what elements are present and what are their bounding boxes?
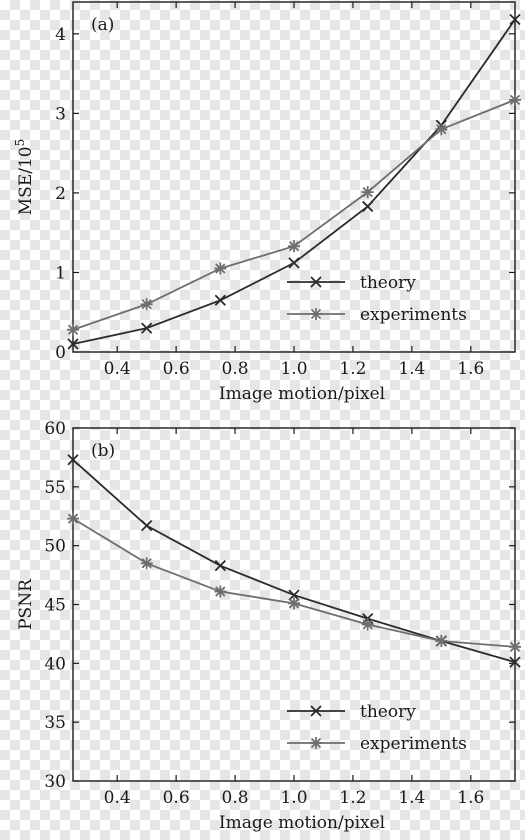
panel-a-point-theory bbox=[67, 338, 79, 350]
panel-b-x-axis-label: Image motion/pixel bbox=[219, 813, 385, 833]
panel-a-ytick-label: 4 bbox=[55, 25, 66, 45]
panel-b-legend-marker-theory bbox=[310, 705, 322, 717]
panel-a-point-experiments bbox=[67, 323, 79, 336]
panel-b-series-line-experiments bbox=[72, 517, 516, 648]
panel-a-y-axis-label-exponent: 5 bbox=[13, 139, 27, 147]
panel-a-mse-chart: 0.4 0.6 0.8 1.0 1.2 1.4 1.6 0 1 2 3 4 (a) Image motio… bbox=[13, 1, 521, 404]
panel-a-xtick-label: 0.4 bbox=[104, 359, 131, 379]
panel-b-xtick-label: 0.8 bbox=[222, 788, 249, 808]
panel-a-point-theory bbox=[141, 322, 153, 334]
panel-a-point-experiments bbox=[361, 186, 374, 199]
panel-a-xtick-label: 0.6 bbox=[163, 359, 190, 379]
panel-b-xtick-label: 1.0 bbox=[280, 788, 307, 808]
panel-a-legend-label-experiments: experiments bbox=[360, 305, 467, 325]
panel-a-point-experiments bbox=[288, 240, 300, 253]
panel-b-xtick-label: 1.6 bbox=[457, 788, 484, 808]
panel-b-point-experiments bbox=[214, 585, 227, 598]
panel-b-ytick-label: 55 bbox=[44, 478, 66, 498]
panel-a-legend-marker-theory bbox=[310, 276, 322, 288]
panel-a-ytick-label: 0 bbox=[55, 343, 66, 363]
panel-b-y-axis-label-text: PSNR bbox=[16, 578, 36, 630]
panel-b-legend-marker-experiments bbox=[310, 737, 322, 749]
panel-a-x-axis-label: Image motion/pixel bbox=[219, 384, 385, 404]
panel-b-y-axis-label: PSNR bbox=[16, 578, 36, 630]
panel-a-xtick-label: 1.2 bbox=[339, 359, 366, 379]
panel-a-point-experiments bbox=[140, 298, 153, 311]
panel-b-ytick-label: 45 bbox=[44, 596, 66, 616]
panel-a-ytick-label: 2 bbox=[55, 184, 66, 204]
panel-a-xtick-label: 1.4 bbox=[398, 359, 425, 379]
panel-a-xtick-label: 1.0 bbox=[280, 359, 307, 379]
panel-b-ytick-label: 40 bbox=[44, 654, 66, 674]
panel-b-point-theory bbox=[214, 560, 226, 572]
panel-b-xtick-label: 0.6 bbox=[163, 788, 190, 808]
panel-a-ytick-label: 1 bbox=[55, 263, 66, 283]
panel-a-y-axis-label-text: MSE/10 bbox=[16, 146, 36, 215]
panel-b-xtick-label: 0.4 bbox=[104, 788, 131, 808]
panel-b-point-experiments bbox=[509, 640, 521, 653]
panel-a-series-line-experiments bbox=[72, 99, 516, 331]
panel-b-series-line-theory bbox=[72, 459, 516, 664]
panel-b-ytick-label: 50 bbox=[44, 537, 66, 557]
panel-a-point-theory bbox=[214, 294, 226, 306]
panel-b-legend-label-theory: theory bbox=[360, 702, 416, 722]
panel-b-point-experiments bbox=[435, 634, 448, 647]
panel-a-legend-marker-experiments bbox=[310, 308, 322, 320]
panel-b-point-theory bbox=[509, 656, 521, 668]
panel-a-plot-frame bbox=[72, 1, 516, 353]
panel-b-psnr-chart: 0.4 0.6 0.8 1.0 1.2 1.4 1.6 30 35 40 45 50 55 60 (b) Im… bbox=[16, 419, 521, 833]
panel-b-point-experiments bbox=[361, 618, 374, 631]
panel-b-ytick-label: 35 bbox=[44, 713, 66, 733]
panel-b-point-experiments bbox=[288, 597, 300, 610]
panel-b-xtick-label: 1.2 bbox=[339, 788, 366, 808]
panel-b-point-theory bbox=[141, 520, 153, 532]
panel-a-point-experiments bbox=[435, 123, 448, 136]
panel-b-legend-label-experiments: experiments bbox=[360, 734, 467, 754]
panel-a-xtick-label: 0.8 bbox=[222, 359, 249, 379]
panel-a-series-line-theory bbox=[72, 18, 516, 345]
panel-a-point-experiments bbox=[214, 262, 227, 275]
panel-a-point-theory bbox=[509, 13, 521, 26]
panel-a-y-axis-label: MSE/105 bbox=[13, 139, 36, 215]
panel-b-panel-label: (b) bbox=[91, 441, 115, 461]
panel-a-xtick-label: 1.6 bbox=[457, 359, 484, 379]
panel-a-panel-label: (a) bbox=[91, 15, 114, 35]
panel-b-point-experiments bbox=[140, 557, 153, 570]
panel-a-point-experiments bbox=[509, 93, 521, 106]
panel-b-point-experiments bbox=[67, 512, 79, 525]
panel-b-ytick-label: 60 bbox=[44, 419, 66, 439]
panel-a-legend-label-theory: theory bbox=[360, 273, 416, 293]
panel-a-ytick-label: 3 bbox=[55, 104, 66, 124]
panel-b-xtick-label: 1.4 bbox=[398, 788, 425, 808]
panel-a-point-theory bbox=[288, 257, 300, 269]
panel-b-point-theory bbox=[67, 454, 79, 466]
panel-a-point-theory bbox=[362, 200, 374, 213]
panel-b-ytick-label: 30 bbox=[44, 772, 66, 792]
panel-b-point-theory bbox=[288, 589, 300, 601]
